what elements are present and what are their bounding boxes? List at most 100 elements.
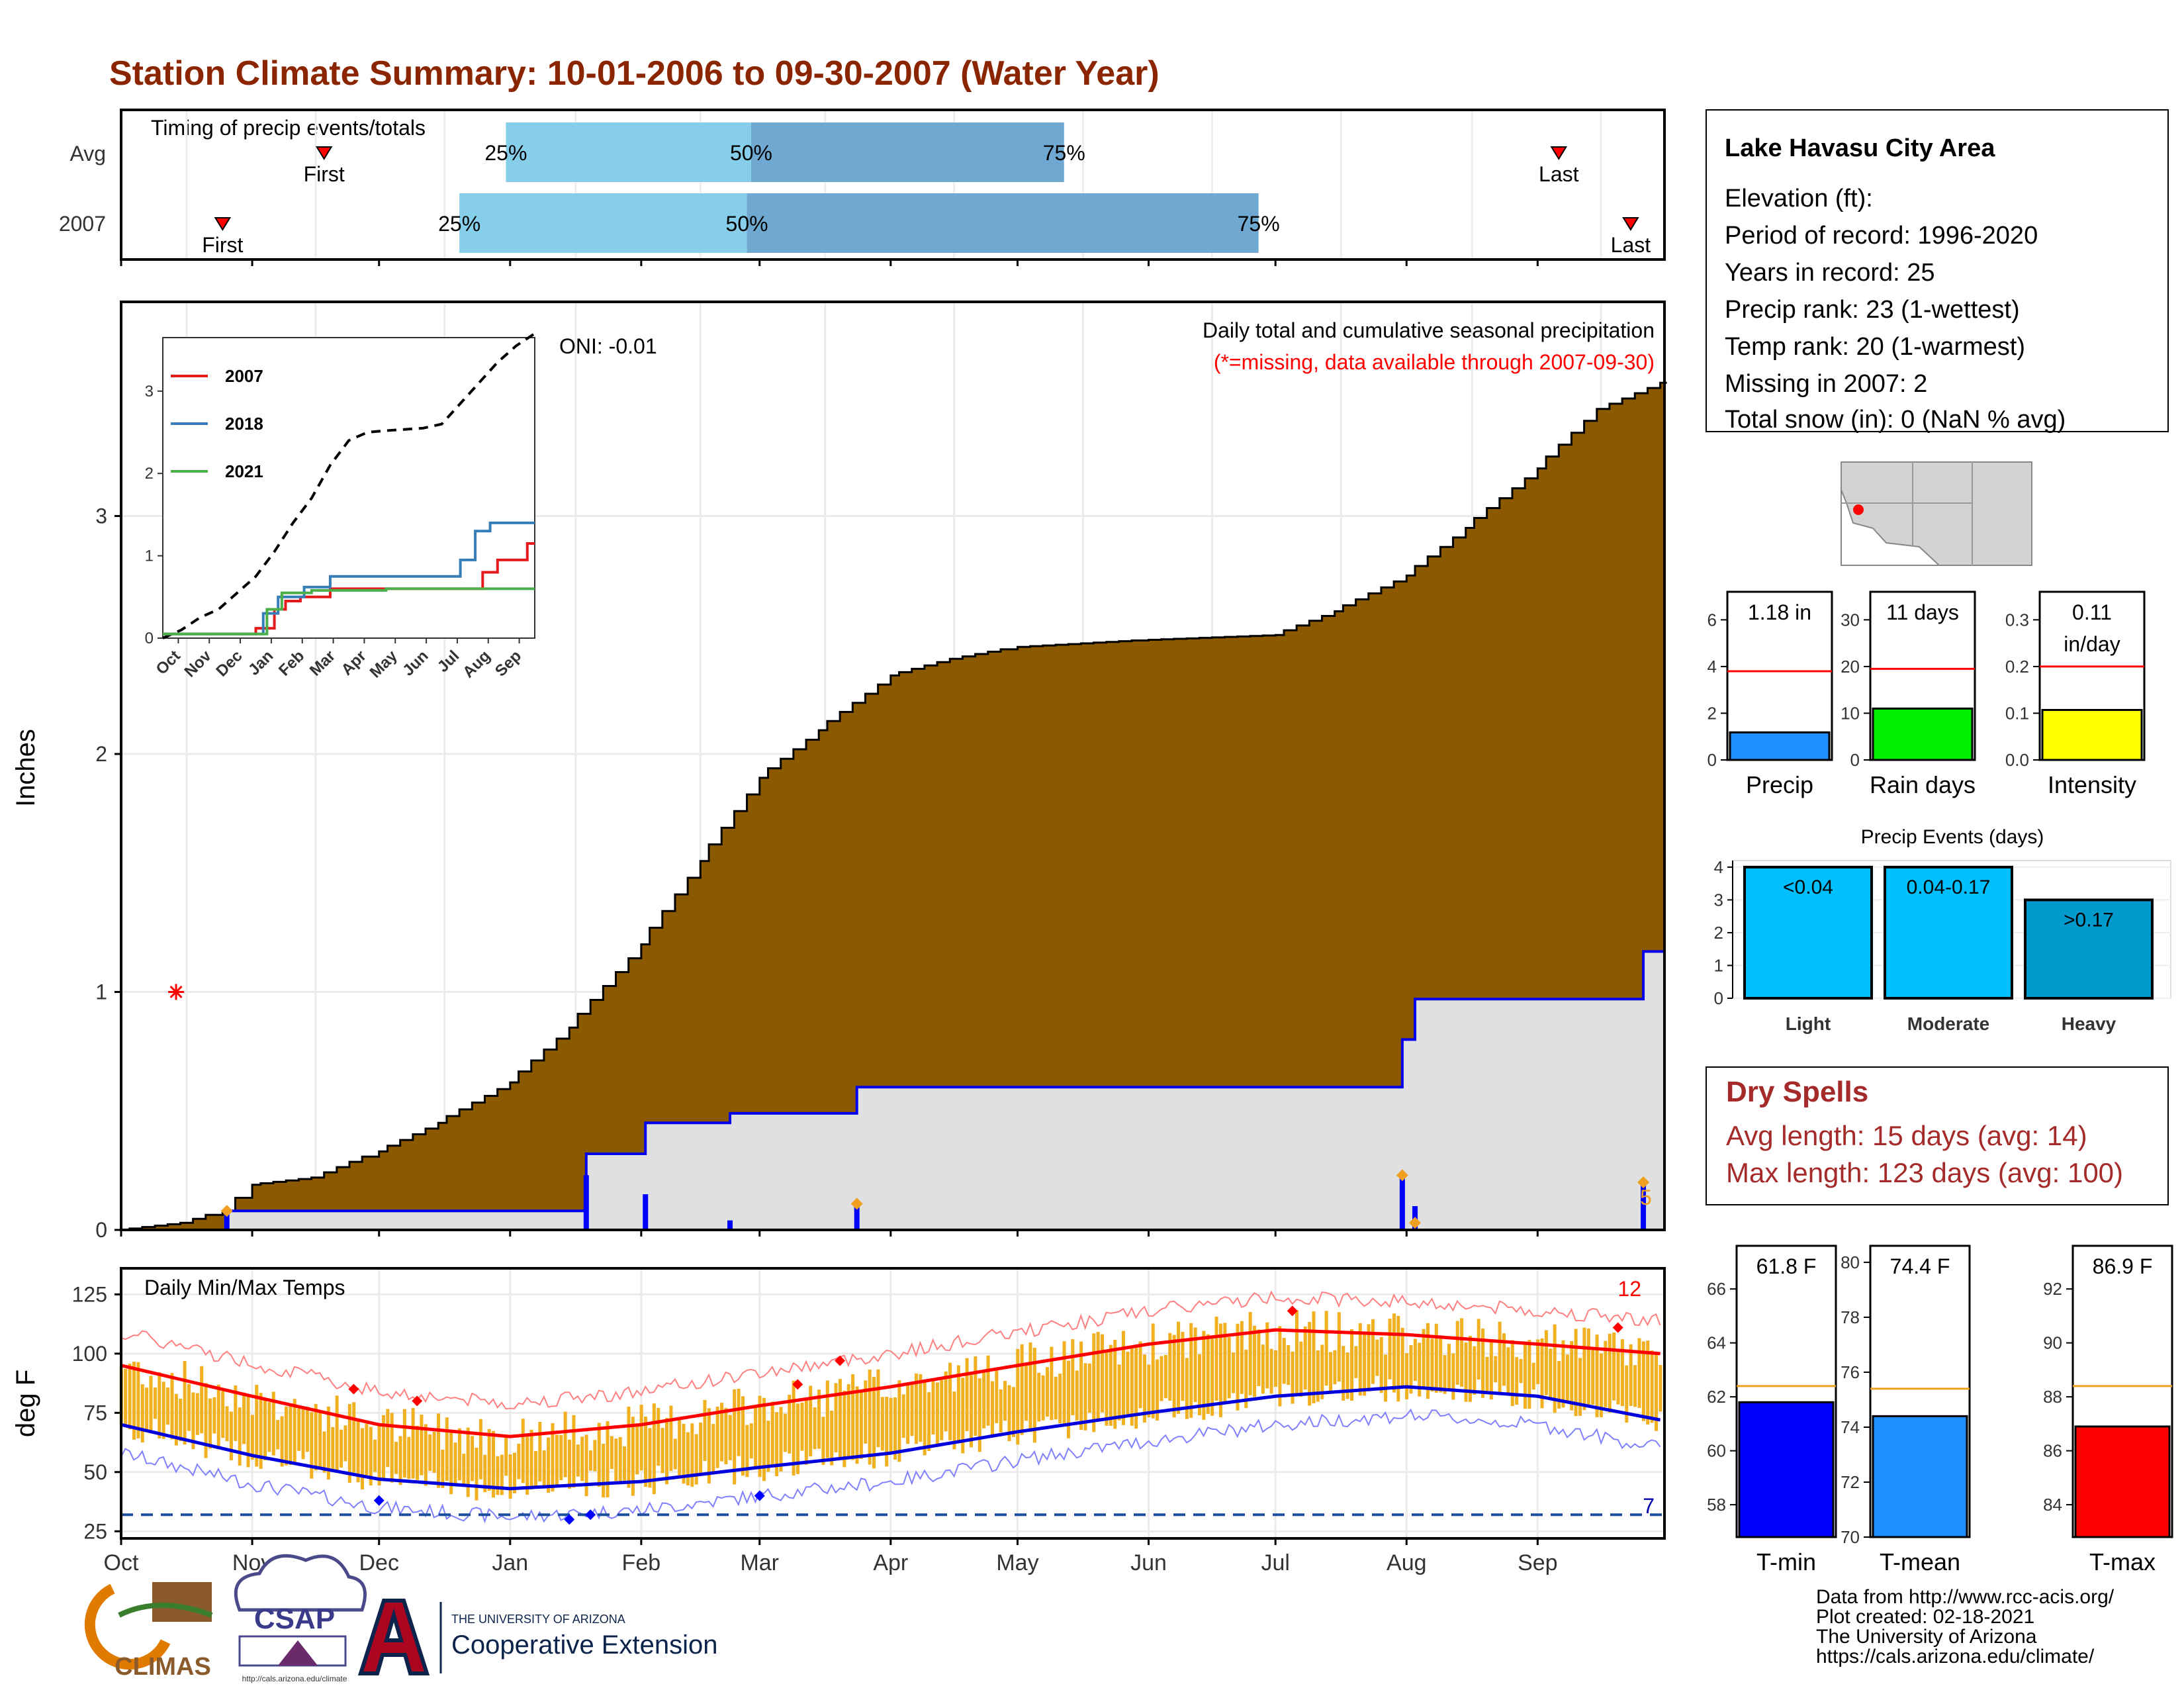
- footer-line-4: https://cals.arizona.edu/climate/: [1816, 1646, 2095, 1667]
- event-bar-moderate: [1884, 865, 2013, 1000]
- daily-temp-range-bar: [360, 1428, 364, 1490]
- daily-temp-range-bar: [1261, 1344, 1265, 1394]
- page-title: Station Climate Summary: 10-01-2006 to 0…: [109, 54, 1160, 93]
- daily-temp-range-bar: [940, 1379, 944, 1440]
- daily-temp-range-bar: [952, 1391, 956, 1450]
- daily-temp-range-bar: [1439, 1337, 1443, 1393]
- event-bar-range-label: 0.04-0.17: [1907, 876, 1991, 898]
- daily-temp-range-bar: [1257, 1329, 1261, 1386]
- precip-y-tick-label: 3: [95, 504, 107, 528]
- daily-temp-range-bar: [741, 1396, 745, 1476]
- daily-temp-range-bar: [416, 1425, 420, 1480]
- temp-x-tick-label: Mar: [740, 1550, 779, 1575]
- daily-precip-bar: [583, 1175, 589, 1230]
- event-bar-category-label: Moderate: [1907, 1013, 1989, 1034]
- daily-temp-range-bar: [597, 1423, 601, 1487]
- daily-temp-range-bar: [669, 1405, 673, 1472]
- temp-summary-t-mean-tick-label: 78: [1841, 1307, 1860, 1327]
- daily-temp-range-bar: [1206, 1334, 1210, 1414]
- daily-temp-range-bar: [462, 1453, 466, 1486]
- daily-temp-range-bar: [919, 1374, 923, 1442]
- daily-temp-range-bar: [533, 1450, 537, 1487]
- timing-bar-q2: [747, 193, 1259, 253]
- daily-temp-range-bar: [1265, 1322, 1269, 1389]
- temp-summary-bars: 58 60 62 64 66 T-min 61.8 F 70 72 74 76 78 80 T-mean 7…: [1707, 1244, 2173, 1575]
- precip-summary-rain-days-tick-label: 20: [1841, 657, 1860, 677]
- event-bar-range-label: <0.04: [1783, 876, 1833, 898]
- temp-summary-t-min-tick-label: 60: [1707, 1441, 1726, 1461]
- inset-avg-line: [162, 332, 536, 639]
- inset-legend-label: 2021: [225, 461, 263, 481]
- daily-temp-range-bar: [1032, 1348, 1036, 1443]
- daily-temp-range-bar: [779, 1407, 783, 1472]
- temp-panel: 25 50 75 100 125 Daily Min/Max Temps deg F 1…: [11, 1267, 1666, 1575]
- temp-summary-t-min-value: 61.8 F: [1756, 1254, 1817, 1278]
- temp-summary-t-mean-bar: [1872, 1415, 1968, 1538]
- station-missing: Missing in 2007: 2: [1725, 370, 1927, 398]
- daily-temp-range-bar: [377, 1423, 381, 1486]
- daily-temp-range-bar: [1494, 1356, 1498, 1383]
- daily-temp-range-bar: [492, 1430, 496, 1498]
- precip-summary-rain-days-bar: [1872, 707, 1974, 761]
- daily-temp-range-bar: [1028, 1342, 1032, 1432]
- record-low-line: [120, 1408, 1661, 1524]
- daily-temp-range-bar: [1641, 1341, 1645, 1421]
- daily-temp-range-bar: [593, 1440, 597, 1472]
- temp-x-tick-label: May: [996, 1550, 1038, 1575]
- daily-temp-range-bar: [1054, 1376, 1058, 1420]
- daily-temp-range-bar: [859, 1391, 863, 1459]
- inset-frame: [162, 337, 535, 639]
- daily-temp-range-bar: [449, 1432, 453, 1495]
- daily-temp-range-bar: [889, 1397, 893, 1452]
- daily-temp-range-bar: [1650, 1350, 1654, 1423]
- daily-temp-range-bar: [1430, 1338, 1434, 1392]
- daily-temp-range-bar: [428, 1434, 432, 1471]
- daily-precip-bar: [224, 1211, 230, 1230]
- daily-temp-range-bar: [1138, 1341, 1142, 1409]
- year-cumulative-precip-area: [121, 951, 1664, 1230]
- daily-temp-range-bar: [800, 1402, 804, 1451]
- daily-temp-range-bar: [1329, 1352, 1333, 1393]
- csap-logo-url: http://cals.arizona.edu/climate: [242, 1674, 347, 1683]
- daily-temp-range-bar: [1485, 1356, 1489, 1395]
- daily-temp-range-bar: [158, 1372, 161, 1439]
- station-years: Years in record: 25: [1725, 259, 1935, 287]
- inset-series-2007: [163, 541, 535, 635]
- timing-p75-label: 75%: [1238, 212, 1280, 236]
- temp-summary-t-mean-tick-label: 70: [1841, 1527, 1860, 1547]
- precip-event-diamond: [220, 1205, 233, 1217]
- daily-temp-range-bar: [1616, 1348, 1620, 1405]
- daily-temp-range-bar: [1565, 1354, 1569, 1403]
- daily-temp-range-bar: [208, 1398, 212, 1449]
- first-label: First: [202, 233, 243, 257]
- avg-min-temp-line: [120, 1385, 1661, 1491]
- daily-precip-bar: [854, 1203, 860, 1230]
- daily-temp-range-bar: [153, 1387, 157, 1419]
- daily-temp-range-bar: [1342, 1346, 1345, 1401]
- temp-summary-t-max-tick-label: 84: [2043, 1495, 2062, 1515]
- daily-temp-range-bar: [1337, 1312, 1341, 1382]
- daily-temp-range-bar: [1396, 1315, 1400, 1402]
- last-label: Last: [1611, 233, 1651, 257]
- daily-temp-range-bar: [1350, 1329, 1354, 1401]
- daily-temp-range-bar: [1388, 1319, 1392, 1380]
- daily-temp-range-bar: [1363, 1333, 1367, 1396]
- daily-temp-range-bar: [1549, 1348, 1553, 1401]
- record-high-diamond: [792, 1379, 803, 1390]
- daily-temp-range-bar: [402, 1409, 406, 1478]
- daily-temp-range-bar: [931, 1379, 935, 1435]
- dry-spells-title: Dry Spells: [1726, 1076, 1868, 1108]
- daily-temp-range-bar: [293, 1399, 296, 1464]
- daily-temp-range-bar: [1163, 1354, 1167, 1399]
- precip-summary-precip-label: Precip: [1746, 771, 1813, 798]
- daily-temp-range-bar: [255, 1384, 259, 1467]
- last-marker: [1622, 217, 1639, 231]
- precip-event-diamond: [1409, 1217, 1422, 1229]
- temp-label: Daily Min/Max Temps: [144, 1276, 345, 1299]
- record-low-diamond: [564, 1514, 575, 1525]
- record-low-diamond: [373, 1495, 385, 1506]
- daily-temp-range-bar: [788, 1394, 792, 1454]
- daily-temp-range-bar: [390, 1413, 394, 1483]
- daily-temp-range-bar: [956, 1365, 960, 1442]
- daily-temp-range-bar: [602, 1444, 606, 1498]
